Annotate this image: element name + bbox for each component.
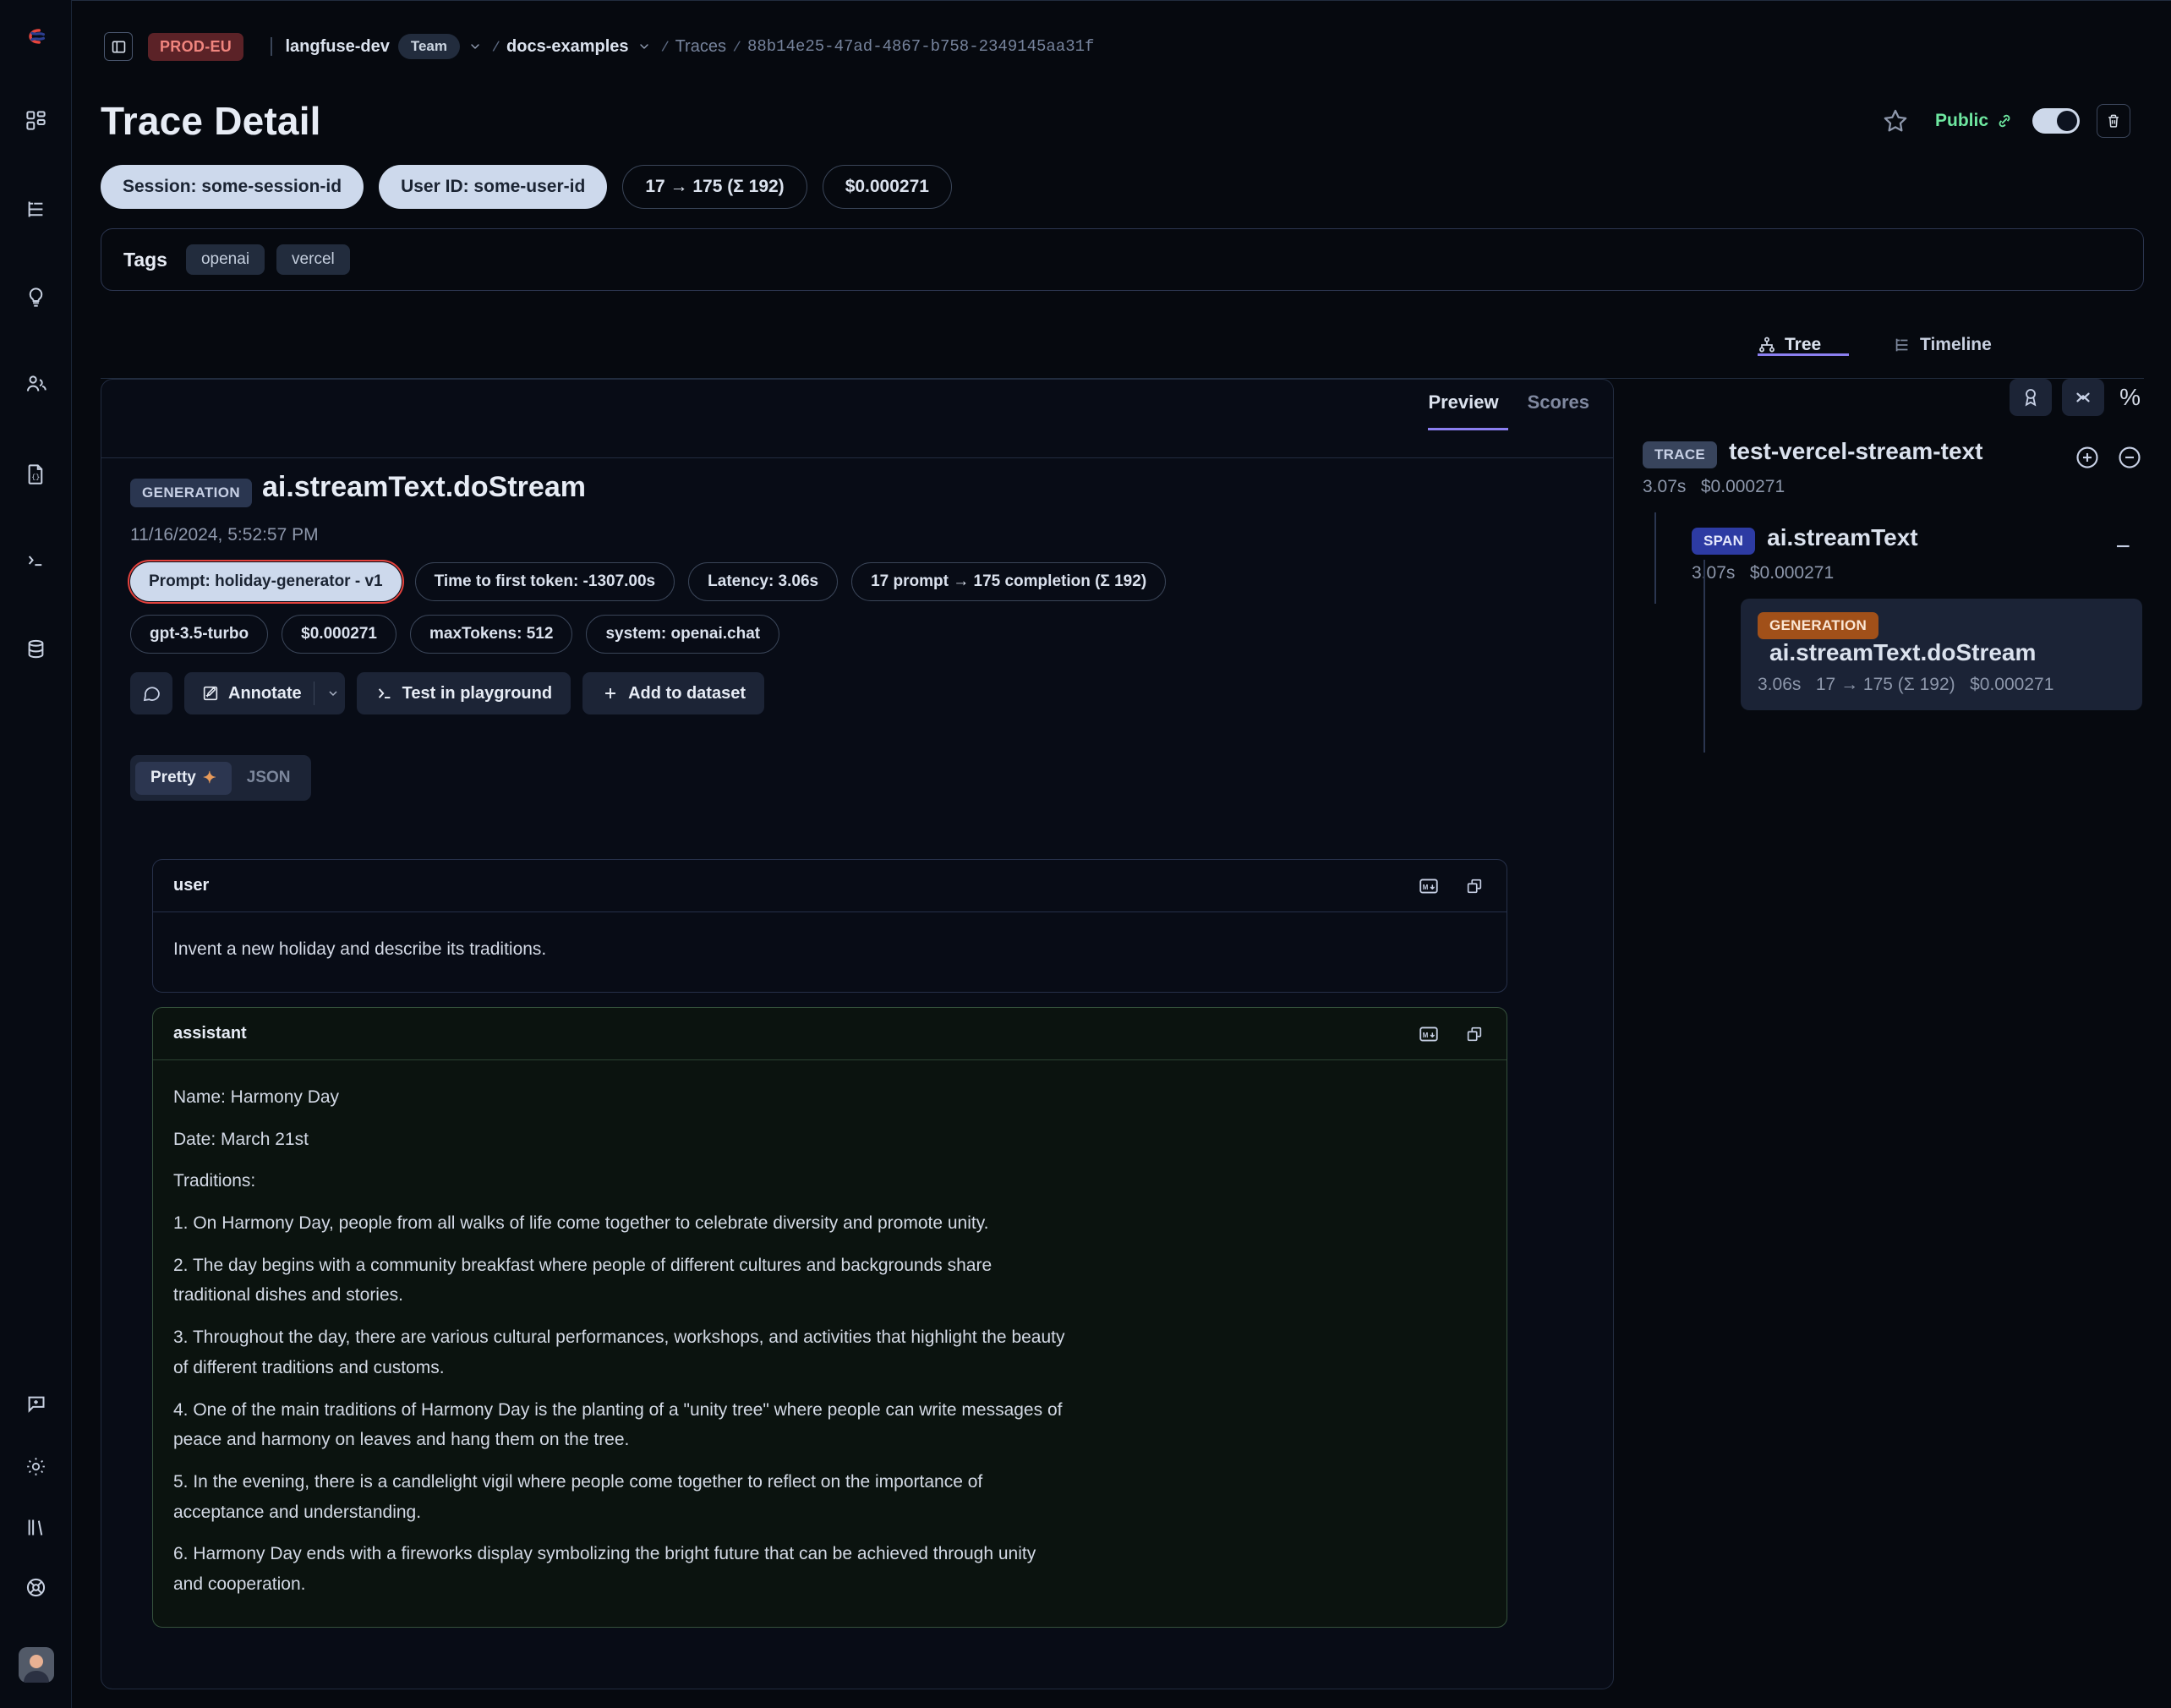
svg-text:M: M (1423, 884, 1429, 891)
svg-text:M: M (1423, 1032, 1429, 1039)
svg-text:{}: {} (31, 473, 40, 481)
